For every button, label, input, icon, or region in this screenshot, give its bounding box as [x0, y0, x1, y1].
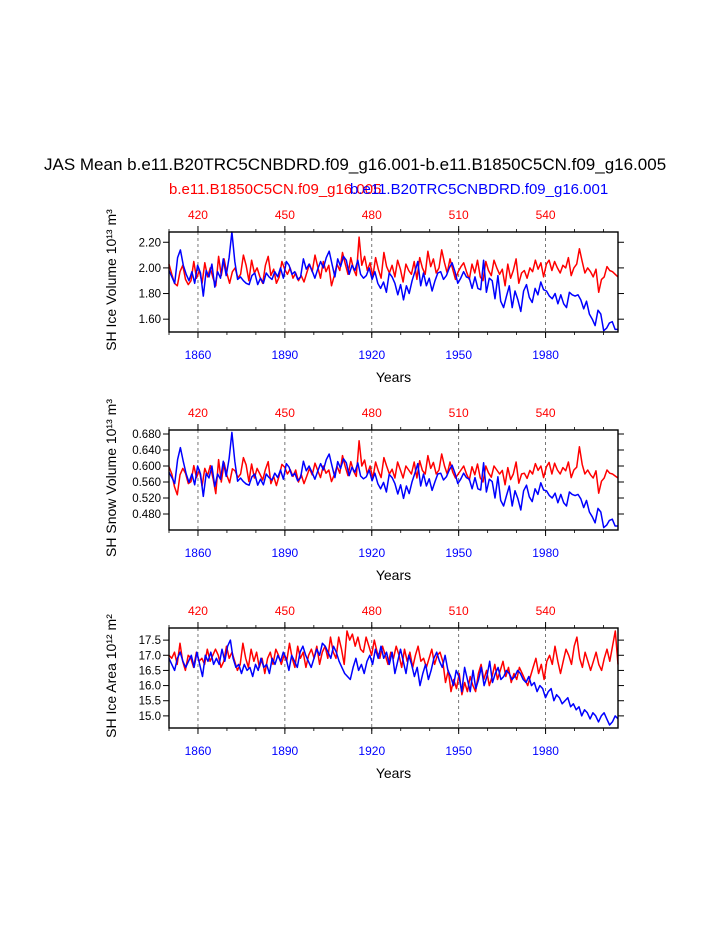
x-tick-label-top: 480	[362, 208, 382, 222]
y-tick-label: 2.00	[139, 263, 161, 275]
y-tick-label: 16.5	[139, 665, 161, 677]
plot-frame	[168, 429, 619, 531]
x-tick-label-bottom: 1920	[358, 546, 385, 560]
y-tick-label: 15.5	[139, 696, 161, 708]
y-tick-label: 0.640	[132, 445, 161, 457]
x-tick-label-bottom: 1950	[445, 546, 472, 560]
panel-ice-area: 1860 1890 1920 1950 1980 420 450 480 510 540 15.0 1…	[103, 604, 624, 781]
y-tick-label: 0.600	[132, 461, 161, 473]
x-tick-label-top: 510	[449, 604, 469, 618]
x-tick-label-top: 450	[275, 208, 295, 222]
control-series-line	[168, 236, 619, 294]
x-tick-label-top: 510	[449, 406, 469, 420]
x-tick-label-top: 540	[536, 406, 556, 420]
x-tick-label-bottom: 1860	[185, 744, 212, 758]
experiment-case-label: b.e11.B20TRC5CNBDRD.f09_g16.001	[350, 181, 609, 198]
x-tick-label-bottom: 1920	[358, 744, 385, 758]
x-tick-label-bottom: 1980	[532, 744, 559, 758]
chart-title: JAS Mean b.e11.B20TRC5CNBDRD.f09_g16.001…	[44, 155, 667, 174]
y-tick-label: 1.80	[139, 289, 161, 301]
experiment-series-line	[168, 639, 619, 726]
experiment-series-line	[168, 431, 618, 529]
y-tick-label: 0.480	[132, 509, 161, 521]
x-axis-title: Years	[376, 765, 411, 781]
x-tick-label-top: 480	[362, 604, 382, 618]
x-axis-title: Years	[376, 567, 411, 583]
y-axis-title: SH Snow Volume 10¹³ m³	[103, 399, 119, 557]
x-tick-label-bottom: 1890	[272, 546, 299, 560]
plot-frame	[168, 231, 619, 333]
control-case-label: b.e11.B1850C5CN.f09_g16.005	[169, 181, 382, 198]
y-tick-label: 0.680	[132, 429, 161, 441]
x-tick-label-top: 420	[188, 406, 208, 420]
x-tick-label-bottom: 1860	[185, 546, 212, 560]
x-tick-label-top: 420	[188, 208, 208, 222]
x-tick-label-bottom: 1890	[272, 744, 299, 758]
y-tick-label: 2.20	[139, 237, 161, 249]
y-tick-label: 17.5	[139, 635, 161, 647]
y-axis-title: SH Ice Area 10¹² m²	[103, 614, 119, 738]
y-tick-label: 16.0	[139, 681, 161, 693]
x-tick-label-bottom: 1950	[445, 348, 472, 362]
control-series-line	[168, 440, 619, 496]
x-axis-title: Years	[376, 369, 411, 385]
x-tick-label-bottom: 1980	[532, 348, 559, 362]
x-tick-label-bottom: 1980	[532, 546, 559, 560]
x-tick-label-top: 420	[188, 604, 208, 618]
plot-frame	[168, 627, 619, 729]
x-tick-label-bottom: 1860	[185, 348, 212, 362]
x-tick-label-top: 450	[275, 406, 295, 420]
y-tick-label: 15.0	[139, 711, 161, 723]
x-tick-label-top: 450	[275, 604, 295, 618]
x-tick-label-top: 510	[449, 208, 469, 222]
experiment-series-line	[168, 231, 618, 332]
y-axis-title: SH Ice Volume 10¹³ m³	[103, 209, 119, 351]
x-tick-label-bottom: 1950	[445, 744, 472, 758]
panel-snow-volume: 1860 1890 1920 1950 1980 420 450 480 510 540 0.480…	[103, 399, 624, 583]
x-tick-label-top: 540	[536, 604, 556, 618]
x-tick-label-top: 480	[362, 406, 382, 420]
y-tick-label: 17.0	[139, 650, 161, 662]
x-tick-label-bottom: 1890	[272, 348, 299, 362]
panel-ice-volume: 1860 1890 1920 1950 1980 420 450 480 510 540 1.60 1…	[103, 208, 624, 385]
x-tick-label-top: 540	[536, 208, 556, 222]
y-tick-label: 0.520	[132, 493, 161, 505]
x-tick-label-bottom: 1920	[358, 348, 385, 362]
y-tick-label: 0.560	[132, 477, 161, 489]
y-tick-label: 1.60	[139, 314, 161, 326]
